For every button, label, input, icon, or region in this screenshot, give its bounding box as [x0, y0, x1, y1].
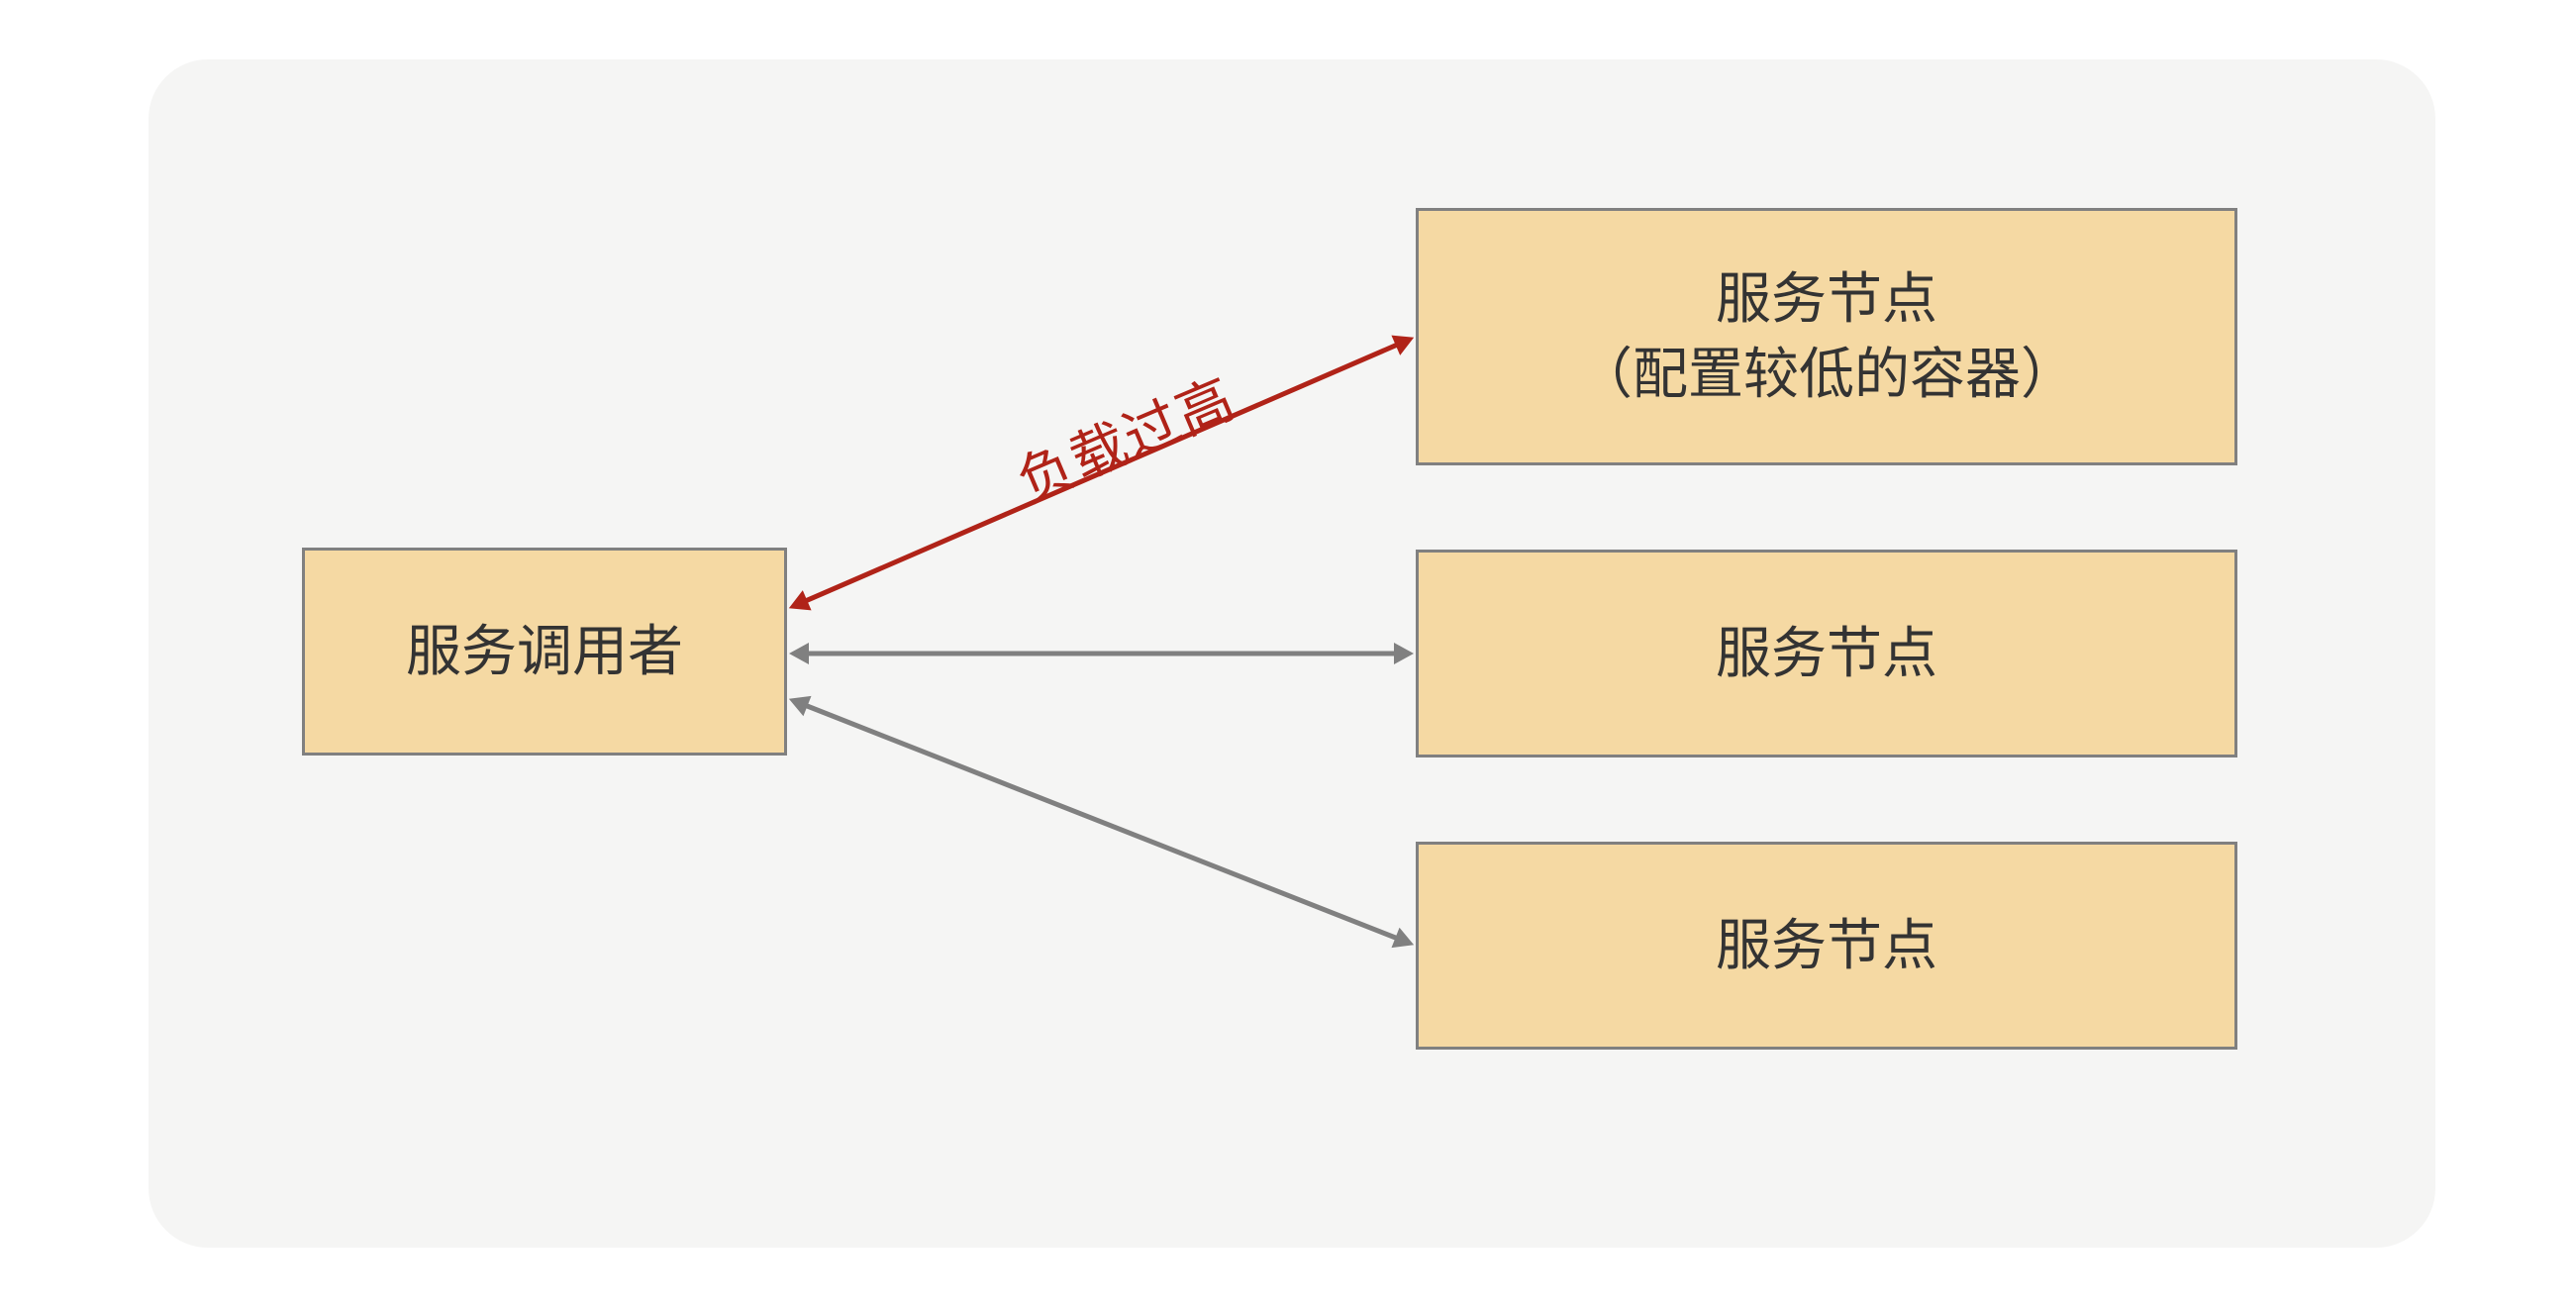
node-service-3-label: 服务节点	[1716, 908, 1937, 983]
node-service-1-label-line2: （配置较低的容器）	[1577, 337, 2076, 412]
node-service-2: 服务节点	[1416, 550, 2237, 757]
node-caller-label: 服务调用者	[406, 614, 683, 689]
node-service-3: 服务节点	[1416, 842, 2237, 1050]
node-service-2-label: 服务节点	[1716, 616, 1937, 691]
node-service-1: 服务节点 （配置较低的容器）	[1416, 208, 2237, 465]
node-service-1-label-line1: 服务节点	[1716, 261, 1937, 337]
node-caller: 服务调用者	[302, 548, 787, 756]
